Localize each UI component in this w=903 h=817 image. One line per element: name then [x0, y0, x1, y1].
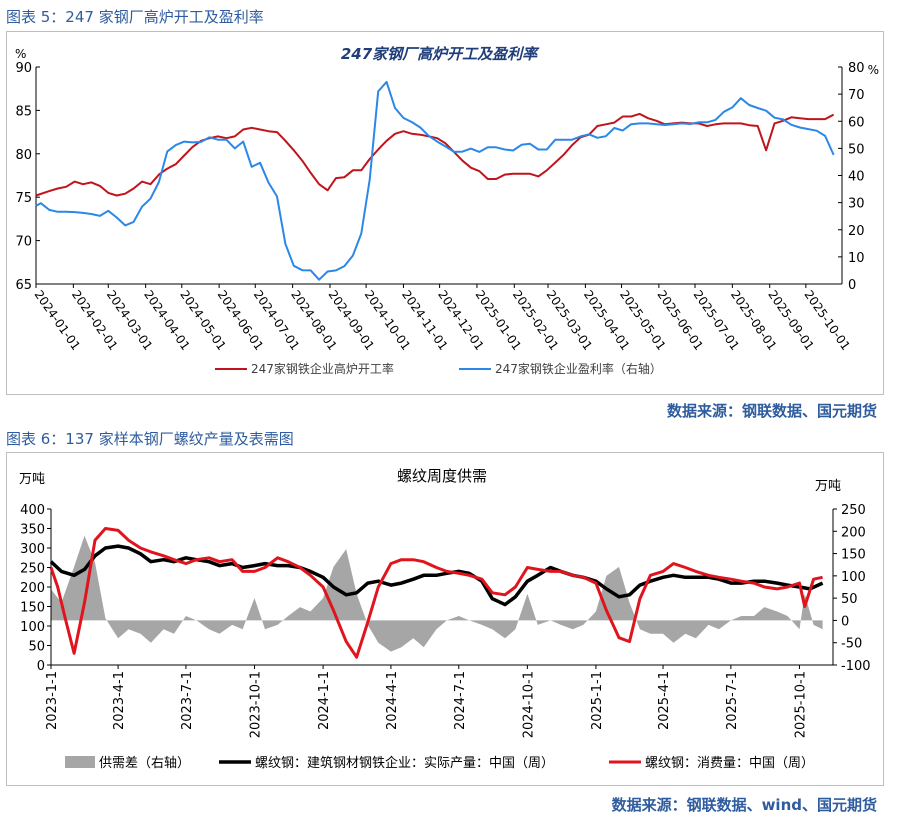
- figure1-source: 数据来源：钢联数据、国元期货: [666, 402, 877, 420]
- chart1-legend-label-1: 247家钢铁企业高炉开工率: [251, 361, 394, 376]
- chart2-x-tick-label: 2024-7-1: [453, 671, 468, 730]
- chart2-x-tick-label: 2024-1-1: [317, 671, 332, 730]
- chart1-left-tick-label: 85: [15, 104, 32, 119]
- chart1-left-tick-label: 80: [15, 148, 32, 163]
- chart2-x-tick-label: 2025-4-1: [657, 671, 672, 730]
- chart1-series-1-line: [35, 112, 835, 197]
- chart2-left-tick-label: 300: [20, 542, 45, 557]
- chart1-left-tick-label: 65: [15, 278, 32, 293]
- chart1-right-tick-label: 80: [848, 61, 865, 76]
- chart2-x-tick-label: 2024-10-1: [521, 671, 536, 738]
- chart2-legend-label-1: 供需差（右轴）: [99, 756, 190, 771]
- chart1-right-tick-label: 0: [848, 278, 856, 293]
- chart1-left-tick-label: 75: [15, 191, 32, 206]
- chart1-right-tick-label: 40: [848, 170, 865, 185]
- chart2-right-unit: 万吨: [815, 479, 841, 494]
- chart1-left-tick-label: 90: [15, 61, 32, 76]
- chart2-series-1-area: [51, 535, 823, 652]
- chart2-right-tick-label: 200: [841, 525, 866, 540]
- chart1-right-tick-label: 20: [848, 224, 865, 239]
- chart2-frame: 螺纹周度供需 万吨 万吨 0 50 100 150 200 250 300 350 400 -100 -5…: [6, 452, 884, 786]
- chart2-series-3-line: [49, 527, 823, 659]
- chart2-x-tick-label: 2025-7-1: [725, 671, 740, 730]
- chart1-left-unit: %: [15, 47, 26, 61]
- figure2-source: 数据来源：钢联数据、wind、国元期货: [611, 796, 877, 814]
- chart2-legend-label-2: 螺纹钢：建筑钢材钢铁企业：实际产量：中国（周）: [255, 755, 554, 771]
- chart2-x-tick-label: 2025-10-1: [793, 671, 808, 738]
- chart1-plot: 247家钢厂高炉开工及盈利率%% 65 70 75 80 85 90 0 10 20 30 40 50 6…: [15, 45, 879, 376]
- chart2-left-tick-label: 200: [20, 581, 45, 596]
- chart2-left-tick-label: 400: [20, 503, 45, 518]
- chart1-series-2-line: [35, 80, 835, 281]
- chart1-legend-label-2: 247家钢铁企业盈利率（右轴）: [495, 361, 662, 376]
- chart2-right-tick-label: 100: [841, 570, 866, 585]
- chart1-right-tick-label: 60: [848, 115, 865, 130]
- chart1-right-tick-label: 10: [848, 251, 865, 266]
- chart2-right-tick-label: -100: [841, 659, 871, 674]
- figure2-caption: 图表 6：137 家样本钢厂螺纹产量及表需图: [6, 430, 294, 448]
- chart2-x-tick-label: 2023-1-1: [45, 671, 60, 730]
- chart2-left-tick-label: 350: [20, 523, 45, 538]
- chart2-title: 螺纹周度供需: [397, 467, 487, 485]
- chart2-right-tick-label: 0: [841, 614, 849, 629]
- chart2-x-tick-label: 2025-1-1: [590, 671, 605, 730]
- chart2-x-tick-label: 2023-10-1: [249, 671, 264, 738]
- chart2-x-tick-label: 2023-7-1: [180, 671, 195, 730]
- chart2-right-tick-label: 50: [841, 592, 858, 607]
- chart1-title: 247家钢厂高炉开工及盈利率: [341, 45, 540, 63]
- chart1-left-tick-label: 70: [15, 235, 32, 250]
- chart1-right-tick-label: 50: [848, 142, 865, 157]
- chart2-legend-swatch-1: [65, 756, 95, 768]
- chart2-right-tick-label: 150: [841, 548, 866, 563]
- chart1-right-unit: %: [868, 63, 879, 77]
- chart2-x-tick-label: 2023-4-1: [112, 671, 127, 730]
- chart2-left-tick-label: 100: [20, 620, 45, 635]
- chart2-right-tick-label: 250: [841, 503, 866, 518]
- chart1-right-tick-label: 70: [848, 88, 865, 103]
- chart2-left-tick-label: 0: [37, 659, 45, 674]
- chart2-legend-label-3: 螺纹钢：消费量：中国（周）: [645, 756, 814, 771]
- chart1-right-tick-label: 30: [848, 197, 865, 212]
- chart2-left-tick-label: 150: [20, 601, 45, 616]
- chart1-frame: 247家钢厂高炉开工及盈利率%% 65 70 75 80 85 90 0 10 20 30 40 50 6…: [6, 31, 884, 395]
- chart2-left-tick-label: 250: [20, 562, 45, 577]
- chart2-x-tick-label: 2024-4-1: [385, 671, 400, 730]
- figure1-caption: 图表 5：247 家钢厂高炉开工及盈利率: [6, 8, 264, 26]
- chart2-left-unit: 万吨: [19, 472, 45, 487]
- chart2-left-tick-label: 50: [28, 640, 45, 655]
- chart2-right-tick-label: -50: [841, 637, 862, 652]
